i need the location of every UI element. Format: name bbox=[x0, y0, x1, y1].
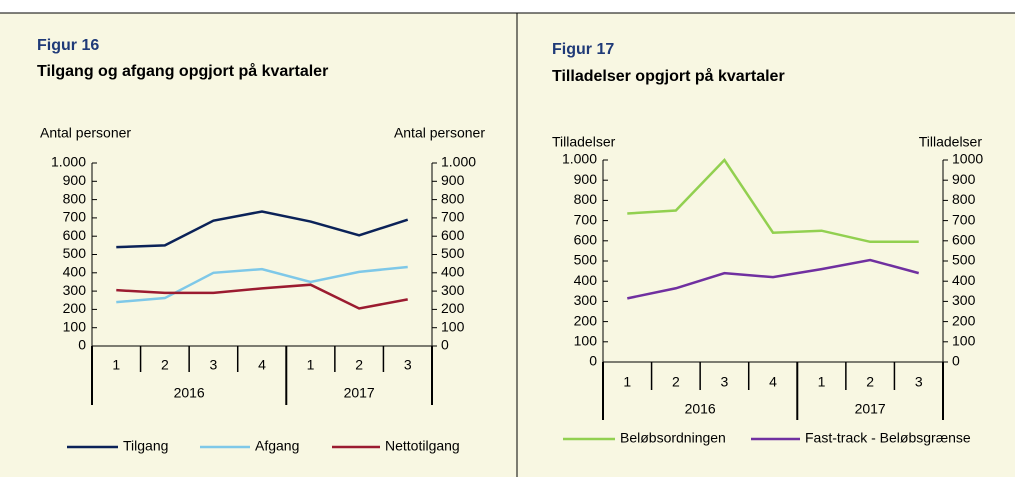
y2-tick-label: 200 bbox=[952, 312, 976, 328]
y-tick-label: 500 bbox=[63, 245, 87, 261]
y-tick-label: 800 bbox=[574, 191, 598, 207]
y2-tick-label: 100 bbox=[952, 333, 976, 349]
y2-axis-label: Antal personer bbox=[394, 125, 485, 141]
y-tick-label: 100 bbox=[63, 318, 87, 334]
y-tick-label: 0 bbox=[589, 353, 597, 369]
y2-axis-label: Tilladelser bbox=[919, 134, 983, 150]
y-tick-label: 1.000 bbox=[51, 154, 86, 170]
y2-tick-label: 1000 bbox=[952, 151, 983, 167]
y2-tick-label: 0 bbox=[441, 337, 449, 353]
x-tick-label: 3 bbox=[915, 374, 923, 390]
y-tick-label: 1.000 bbox=[562, 151, 597, 167]
y2-tick-label: 900 bbox=[441, 172, 465, 188]
x-group-label: 2016 bbox=[174, 385, 205, 401]
background bbox=[0, 13, 1015, 477]
y-tick-label: 700 bbox=[574, 211, 598, 227]
y2-tick-label: 700 bbox=[441, 209, 465, 225]
y2-tick-label: 200 bbox=[441, 300, 465, 316]
series-line bbox=[627, 258, 920, 300]
chart-title: Figur 16 bbox=[37, 37, 99, 54]
y-tick-label: 0 bbox=[78, 337, 86, 353]
x-group-label: 2017 bbox=[344, 385, 375, 401]
y-tick-label: 600 bbox=[574, 232, 598, 248]
y2-tick-label: 600 bbox=[952, 232, 976, 248]
y-tick-label: 200 bbox=[574, 312, 598, 328]
x-tick-label: 2 bbox=[161, 357, 169, 373]
x-tick-label: 1 bbox=[623, 374, 631, 390]
y2-tick-label: 300 bbox=[441, 282, 465, 298]
series-line bbox=[116, 210, 409, 249]
x-tick-label: 4 bbox=[769, 374, 777, 390]
legend-label: Fast-track - Beløbsgrænse bbox=[805, 430, 971, 446]
chart-subtitle: Tilgang og afgang opgjort på kvartaler bbox=[37, 62, 328, 80]
legend-label: Afgang bbox=[255, 438, 299, 454]
y2-tick-label: 100 bbox=[441, 318, 465, 334]
series-line bbox=[116, 283, 408, 310]
x-tick-label: 3 bbox=[210, 357, 218, 373]
y2-tick-label: 1.000 bbox=[441, 154, 476, 170]
x-tick-label: 2 bbox=[866, 374, 874, 390]
y-axis-label: Antal personer bbox=[40, 125, 131, 141]
x-tick-label: 4 bbox=[258, 357, 266, 373]
series-line bbox=[627, 158, 919, 244]
y2-tick-label: 700 bbox=[952, 211, 976, 227]
y-tick-label: 800 bbox=[63, 190, 87, 206]
y2-tick-label: 600 bbox=[441, 227, 465, 243]
x-tick-label: 3 bbox=[404, 357, 412, 373]
legend-label: Nettotilgang bbox=[385, 438, 460, 454]
y-tick-label: 100 bbox=[574, 333, 598, 349]
y-tick-label: 900 bbox=[63, 172, 87, 188]
x-group-label: 2016 bbox=[685, 401, 716, 417]
series-line bbox=[116, 265, 408, 304]
y-tick-label: 600 bbox=[63, 227, 87, 243]
x-tick-label: 1 bbox=[112, 357, 120, 373]
x-tick-label: 3 bbox=[721, 374, 729, 390]
y-tick-label: 500 bbox=[574, 252, 598, 268]
y-axis-label: Tilladelser bbox=[552, 134, 616, 150]
x-tick-label: 2 bbox=[355, 357, 363, 373]
legend-label: Tilgang bbox=[123, 438, 168, 454]
y-tick-label: 400 bbox=[63, 264, 87, 280]
y2-tick-label: 400 bbox=[952, 272, 976, 288]
y-tick-label: 400 bbox=[574, 272, 598, 288]
y2-tick-label: 0 bbox=[952, 353, 960, 369]
y-tick-label: 200 bbox=[63, 300, 87, 316]
y2-tick-label: 300 bbox=[952, 292, 976, 308]
y2-tick-label: 800 bbox=[952, 191, 976, 207]
y-tick-label: 900 bbox=[574, 171, 598, 187]
y-tick-label: 300 bbox=[63, 282, 87, 298]
chart-title: Figur 17 bbox=[552, 41, 614, 58]
y2-tick-label: 500 bbox=[952, 252, 976, 268]
y2-tick-label: 500 bbox=[441, 245, 465, 261]
chart-subtitle: Tilladelser opgjort på kvartaler bbox=[552, 67, 785, 85]
x-tick-label: 2 bbox=[672, 374, 680, 390]
x-group-label: 2017 bbox=[855, 401, 886, 417]
y2-tick-label: 800 bbox=[441, 190, 465, 206]
y-tick-label: 700 bbox=[63, 209, 87, 225]
y-tick-label: 300 bbox=[574, 292, 598, 308]
x-tick-label: 1 bbox=[818, 374, 826, 390]
legend-label: Beløbsordningen bbox=[620, 430, 726, 446]
x-tick-label: 1 bbox=[307, 357, 315, 373]
y2-tick-label: 900 bbox=[952, 171, 976, 187]
y2-tick-label: 400 bbox=[441, 264, 465, 280]
